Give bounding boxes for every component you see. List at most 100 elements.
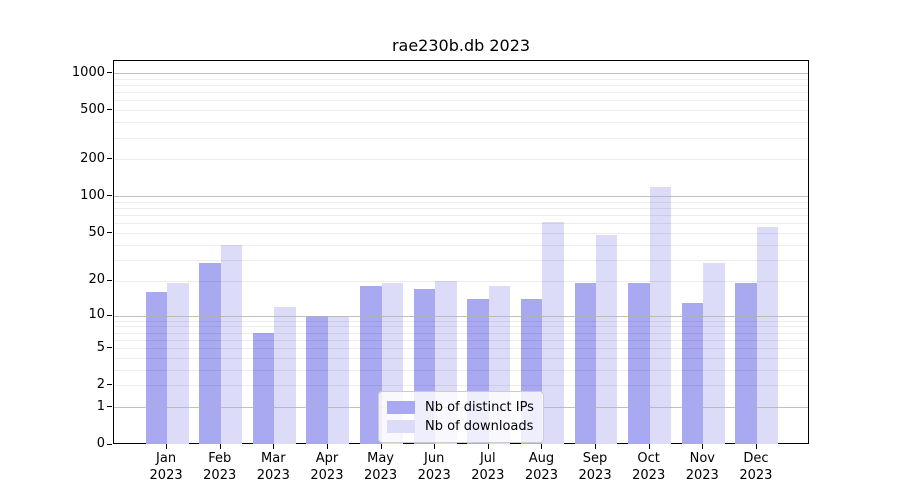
minor-gridline-9 <box>114 320 808 322</box>
minor-gridline-300 <box>114 137 808 139</box>
x-tick-month: Apr <box>315 451 339 466</box>
minor-gridline-900 <box>114 78 808 80</box>
minor-gridline-800 <box>114 84 808 86</box>
x-tick-mark-sep <box>595 444 597 449</box>
x-tick-label-sep: Sep 2023 <box>563 450 627 484</box>
x-tick-label-may: May 2023 <box>349 450 413 484</box>
bar-distinct-ips-oct <box>628 283 650 445</box>
x-tick-month: Oct <box>637 451 660 466</box>
y-tick-label-20: 20 <box>88 272 105 288</box>
y-tick-mark-500 <box>107 109 112 111</box>
y-tick-mark-20 <box>107 279 112 281</box>
x-tick-year: 2023 <box>471 468 505 483</box>
y-tick-label-500: 500 <box>80 101 105 117</box>
y-tick-label-200: 200 <box>80 150 105 166</box>
x-tick-mark-apr <box>326 444 328 449</box>
x-tick-mark-aug <box>541 444 543 449</box>
legend-item-distinct-ips: Nb of distinct IPs <box>387 398 535 417</box>
y-tick-mark-200 <box>107 158 112 160</box>
bar-downloads-dec <box>756 227 779 445</box>
minor-gridline-6 <box>114 339 808 341</box>
y-tick-mark-100 <box>107 195 112 197</box>
minor-gridline-20 <box>114 280 808 282</box>
y-tick-label-0: 0 <box>96 436 105 451</box>
x-tick-mark-jul <box>487 444 489 449</box>
y-tick-label-1: 1 <box>96 398 105 414</box>
major-gridline-10 <box>114 315 808 317</box>
bar-downloads-apr <box>327 315 350 445</box>
y-tick-mark-0 <box>107 443 112 445</box>
x-tick-mark-may <box>380 444 382 449</box>
x-tick-year: 2023 <box>203 468 237 483</box>
y-tick-label-50: 50 <box>88 224 105 240</box>
bar-distinct-ips-jan <box>145 292 168 445</box>
minor-gridline-700 <box>114 92 808 94</box>
x-tick-year: 2023 <box>364 468 398 483</box>
minor-gridline-5 <box>114 348 808 350</box>
bar-downloads-feb <box>220 244 243 445</box>
minor-gridline-4 <box>114 357 808 359</box>
x-tick-mark-nov <box>702 444 704 449</box>
x-tick-label-nov: Nov 2023 <box>670 450 734 484</box>
bar-downloads-jan <box>167 283 189 445</box>
y-tick-label-5: 5 <box>96 339 105 355</box>
chart-title: rae230b.db 2023 <box>391 36 531 55</box>
x-tick-month: Jul <box>479 451 496 466</box>
x-tick-mark-jan <box>166 444 168 449</box>
x-tick-label-dec: Dec 2023 <box>724 450 788 484</box>
minor-gridline-50 <box>114 233 808 235</box>
x-tick-year: 2023 <box>256 468 290 483</box>
y-tick-mark-1 <box>107 406 112 408</box>
x-tick-label-jan: Jan 2023 <box>134 450 198 484</box>
minor-gridline-70 <box>114 215 808 217</box>
x-tick-year: 2023 <box>632 468 666 483</box>
minor-gridline-2 <box>114 385 808 387</box>
major-gridline-100 <box>114 196 808 198</box>
x-tick-label-oct: Oct 2023 <box>617 450 681 484</box>
x-tick-year: 2023 <box>578 468 612 483</box>
x-tick-year: 2023 <box>685 468 719 483</box>
x-tick-month: Aug <box>528 451 555 466</box>
y-tick-mark-10 <box>107 314 112 316</box>
x-tick-label-aug: Aug 2023 <box>509 450 573 484</box>
bar-downloads-aug <box>542 221 564 445</box>
bar-distinct-ips-apr <box>306 315 328 445</box>
x-tick-label-jun: Jun 2023 <box>402 450 466 484</box>
x-tick-month: Dec <box>743 451 769 466</box>
legend-label-downloads: Nb of downloads <box>425 419 534 434</box>
x-tick-year: 2023 <box>739 468 773 483</box>
minor-gridline-400 <box>114 122 808 124</box>
y-tick-label-10: 10 <box>88 307 105 323</box>
legend-item-downloads: Nb of downloads <box>387 417 535 436</box>
x-tick-month: Feb <box>208 451 232 466</box>
minor-gridline-500 <box>114 110 808 112</box>
minor-gridline-3 <box>114 369 808 371</box>
x-tick-label-jul: Jul 2023 <box>456 450 520 484</box>
minor-gridline-90 <box>114 201 808 203</box>
bar-distinct-ips-mar <box>252 332 275 445</box>
minor-gridline-200 <box>114 159 808 161</box>
x-tick-month: Sep <box>582 451 608 466</box>
minor-gridline-80 <box>114 208 808 210</box>
legend-swatch-distinct-ips <box>387 401 415 414</box>
x-tick-month: Jan <box>156 451 177 466</box>
bar-downloads-nov <box>703 263 725 445</box>
x-tick-year: 2023 <box>524 468 558 483</box>
minor-gridline-7 <box>114 332 808 334</box>
x-tick-year: 2023 <box>310 468 344 483</box>
y-tick-mark-5 <box>107 347 112 349</box>
bar-distinct-ips-dec <box>735 283 757 445</box>
x-tick-year: 2023 <box>149 468 183 483</box>
x-tick-mark-dec <box>755 444 757 449</box>
minor-gridline-8 <box>114 326 808 328</box>
x-tick-mark-jun <box>434 444 436 449</box>
minor-gridline-40 <box>114 244 808 246</box>
bar-distinct-ips-feb <box>199 263 221 445</box>
major-gridline-1000 <box>114 73 808 74</box>
y-tick-label-1000: 1000 <box>71 64 105 80</box>
minor-gridline-600 <box>114 100 808 102</box>
minor-gridline-30 <box>114 259 808 261</box>
bar-distinct-ips-sep <box>574 283 597 445</box>
bar-downloads-sep <box>596 235 618 445</box>
